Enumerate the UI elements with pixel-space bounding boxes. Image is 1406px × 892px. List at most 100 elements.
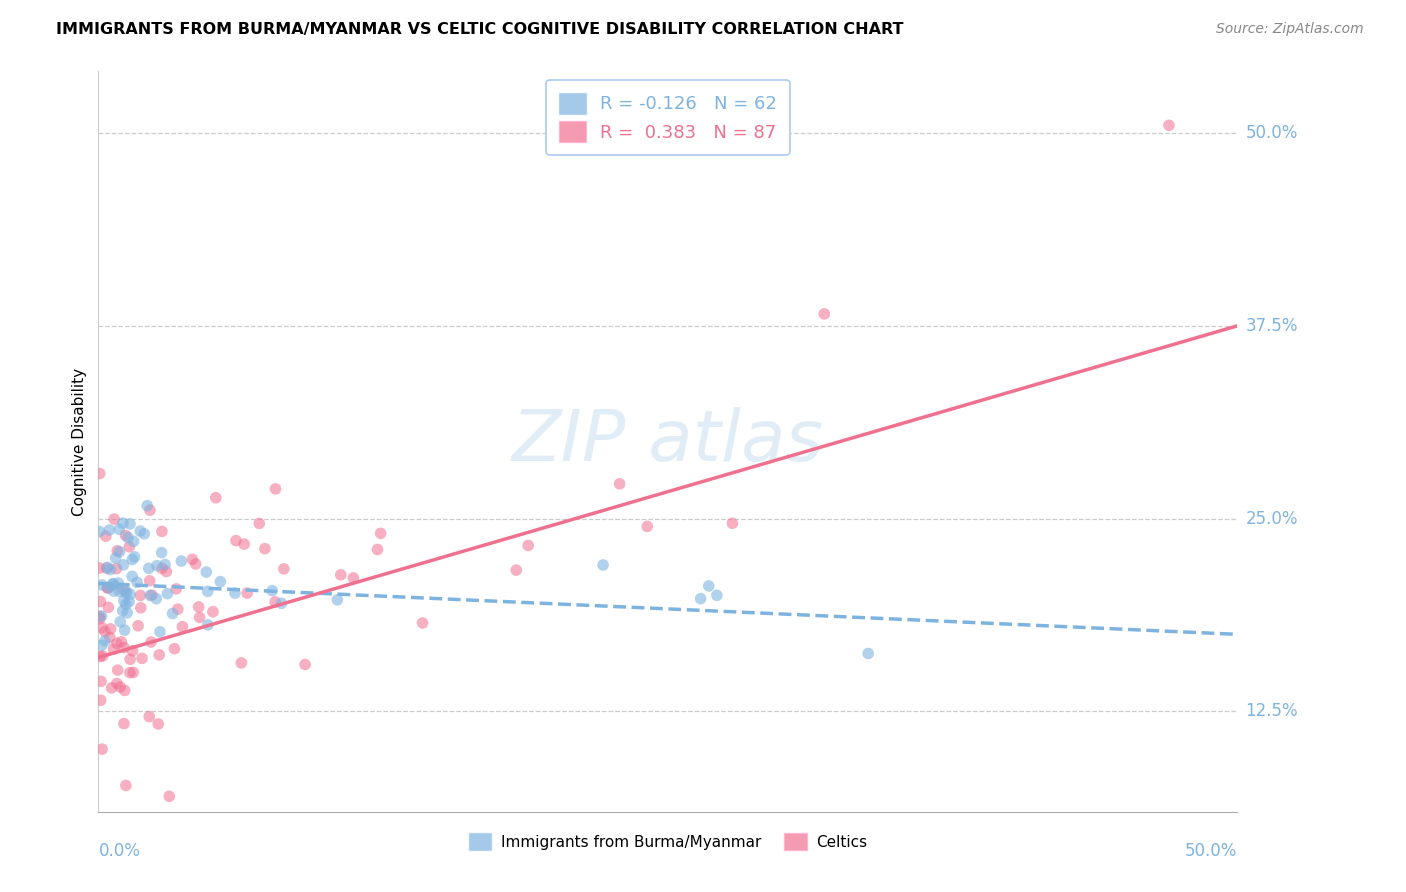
Point: [97, 600, 120, 615]
Point: [122, 665, 145, 680]
Point: [120, 652, 142, 666]
Point: [96, 581, 118, 595]
Point: [118, 665, 141, 680]
Point: [370, 526, 392, 541]
Point: [697, 579, 720, 593]
Point: [141, 588, 163, 602]
Point: [89, 467, 111, 481]
Point: [201, 605, 224, 619]
Point: [100, 681, 122, 695]
Point: [111, 516, 134, 530]
Point: [110, 615, 132, 629]
Point: [366, 542, 388, 557]
Point: [89, 561, 111, 575]
Point: [108, 680, 131, 694]
Point: [114, 623, 136, 637]
Point: [120, 587, 142, 601]
Point: [112, 640, 135, 655]
Text: Source: ZipAtlas.com: Source: ZipAtlas.com: [1216, 22, 1364, 37]
Point: [121, 569, 143, 583]
Point: [114, 528, 136, 542]
Point: [236, 586, 259, 600]
Point: [107, 663, 129, 677]
Point: [517, 539, 540, 553]
Point: [172, 620, 194, 634]
Point: [264, 595, 287, 609]
Text: 50.0%: 50.0%: [1185, 842, 1237, 860]
Point: [98, 563, 121, 577]
Point: [138, 561, 160, 575]
Point: [134, 526, 156, 541]
Point: [94, 529, 117, 543]
Point: [721, 516, 744, 531]
Point: [115, 779, 138, 793]
Point: [187, 599, 209, 614]
Point: [165, 582, 187, 596]
Point: [98, 523, 121, 537]
Point: [129, 589, 152, 603]
Point: [96, 561, 118, 575]
Point: [108, 584, 131, 599]
Point: [689, 591, 711, 606]
Point: [706, 588, 728, 602]
Point: [111, 604, 134, 618]
Point: [150, 561, 173, 575]
Point: [412, 615, 434, 630]
Text: 0.0%: 0.0%: [98, 842, 141, 860]
Point: [97, 581, 120, 595]
Point: [149, 624, 172, 639]
Point: [105, 676, 128, 690]
Point: [101, 577, 124, 591]
Point: [101, 576, 124, 591]
Point: [91, 648, 114, 663]
Point: [127, 575, 149, 590]
Text: 50.0%: 50.0%: [1246, 124, 1298, 142]
Point: [94, 624, 117, 639]
Point: [197, 618, 219, 632]
Point: [1157, 119, 1180, 133]
Text: 25.0%: 25.0%: [1246, 509, 1298, 528]
Point: [121, 552, 143, 566]
Point: [90, 638, 112, 652]
Point: [153, 558, 176, 572]
Y-axis label: Cognitive Disability: Cognitive Disability: [72, 368, 87, 516]
Point: [592, 558, 614, 572]
Point: [138, 574, 160, 588]
Point: [145, 591, 167, 606]
Point: [131, 651, 153, 665]
Text: IMMIGRANTS FROM BURMA/MYANMAR VS CELTIC COGNITIVE DISABILITY CORRELATION CHART: IMMIGRANTS FROM BURMA/MYANMAR VS CELTIC …: [56, 22, 904, 37]
Point: [253, 541, 276, 556]
Point: [138, 709, 160, 723]
Point: [136, 499, 159, 513]
Text: ZIP atlas: ZIP atlas: [512, 407, 824, 476]
Point: [112, 582, 135, 597]
Point: [157, 789, 180, 804]
Point: [89, 524, 111, 539]
Point: [204, 491, 226, 505]
Point: [162, 607, 184, 621]
Point: [195, 565, 218, 579]
Point: [114, 584, 136, 599]
Point: [505, 563, 527, 577]
Point: [118, 516, 141, 531]
Point: [118, 594, 141, 608]
Point: [122, 534, 145, 549]
Point: [139, 589, 162, 603]
Point: [329, 567, 352, 582]
Point: [231, 656, 253, 670]
Point: [114, 683, 136, 698]
Point: [118, 540, 141, 554]
Point: [117, 531, 139, 545]
Point: [103, 642, 125, 657]
Point: [104, 551, 127, 566]
Point: [115, 586, 138, 600]
Point: [103, 512, 125, 526]
Point: [139, 635, 162, 649]
Point: [89, 649, 111, 664]
Point: [273, 562, 295, 576]
Point: [146, 558, 169, 573]
Point: [188, 610, 211, 624]
Point: [89, 594, 111, 608]
Point: [858, 647, 880, 661]
Point: [112, 716, 135, 731]
